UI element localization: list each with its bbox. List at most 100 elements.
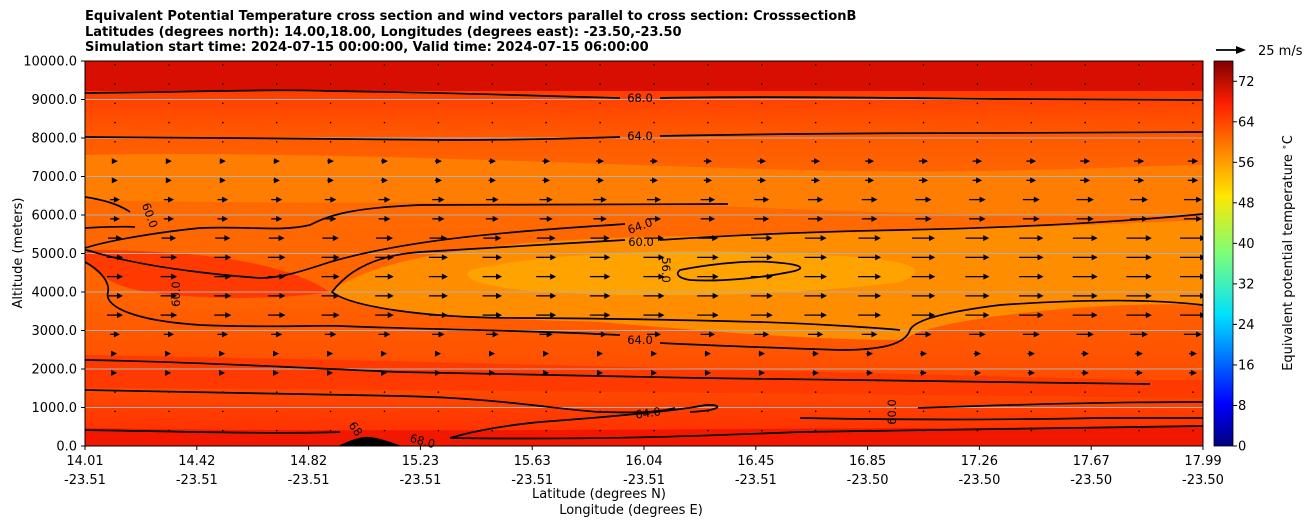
- wind-vector-head: [441, 273, 448, 280]
- wind-vector-head: [384, 215, 391, 222]
- wind-vector: [545, 102, 547, 105]
- wind-vector-head: [1091, 312, 1098, 319]
- wind-vector-head: [327, 177, 334, 184]
- wind-vector: [868, 141, 871, 143]
- title-line-1: Equivalent Potential Temperature cross s…: [85, 9, 857, 24]
- wind-vector: [976, 410, 979, 413]
- wind-vector-head: [658, 254, 665, 261]
- wind-vector-head: [866, 350, 873, 357]
- wind-vector: [814, 391, 817, 393]
- wind-vector: [329, 83, 332, 85]
- title-line-2: Latitudes (degrees north): 14.00,18.00, …: [85, 24, 682, 40]
- wind-vector: [1192, 141, 1194, 143]
- wind-vector-head: [763, 215, 770, 222]
- wind-vector-head: [871, 215, 878, 222]
- wind-vector: [868, 121, 871, 124]
- wind-vector-head: [597, 369, 604, 376]
- wind-vector-head: [550, 292, 557, 299]
- wind-vector: [491, 391, 494, 393]
- contour-label-64-top: 64.0: [627, 129, 653, 143]
- wind-vector: [761, 410, 763, 413]
- wind-vector: [545, 141, 547, 143]
- y-tick-label: 1000.0: [32, 401, 78, 416]
- wind-vector-head: [976, 158, 983, 165]
- wind-vector-head: [658, 273, 665, 280]
- wind-vector-head: [1082, 350, 1089, 357]
- wind-vector: [707, 391, 709, 393]
- contour-60-surface: [85, 404, 1203, 439]
- wind-vector-head: [871, 196, 878, 203]
- wind-vector-head: [875, 312, 882, 319]
- wind-vector-head: [496, 254, 503, 261]
- x-tick-label-lat: 16.04: [625, 454, 662, 469]
- wind-vector: [222, 410, 224, 413]
- contour-60-left-upper: [85, 196, 131, 213]
- wind-vector: [707, 102, 709, 105]
- wind-vector-head: [922, 177, 929, 184]
- wind-vector-head: [658, 292, 665, 299]
- wind-vector-head: [438, 196, 445, 203]
- wind-vector-head: [817, 331, 824, 338]
- contour-label-64-lower: 64.0: [634, 404, 661, 421]
- wind-vector-head: [165, 350, 172, 357]
- y-tick-label: 2000.0: [32, 363, 78, 378]
- wind-vector: [222, 102, 224, 105]
- wind-vector: [1192, 429, 1194, 432]
- wind-vector: [1030, 391, 1033, 393]
- wind-vector-head: [929, 312, 936, 319]
- wind-vector-head: [920, 350, 927, 357]
- wind-vector: [491, 429, 494, 432]
- wind-vector-head: [549, 235, 556, 242]
- x-tick-label-lon: -23.51: [176, 473, 218, 488]
- wind-vector-head: [492, 196, 499, 203]
- wind-vector-head: [225, 292, 232, 299]
- wind-vector: [814, 121, 817, 124]
- wind-vector: [976, 102, 979, 105]
- wind-vector: [653, 141, 655, 143]
- contour-68-surface: [449, 425, 1203, 440]
- wind-vector: [437, 64, 440, 66]
- wind-vector: [868, 391, 871, 393]
- y-tick-label: 7000.0: [32, 170, 78, 185]
- wind-vector-head: [117, 312, 123, 319]
- wind-vector-head: [820, 235, 827, 242]
- wind-vector: [868, 410, 871, 413]
- wind-vector: [383, 429, 386, 432]
- wind-vector: [922, 141, 925, 143]
- wind-vector-head: [279, 254, 286, 261]
- wind-vector-head: [1141, 196, 1148, 203]
- wind-vector-head: [979, 196, 986, 203]
- wind-vector-head: [868, 158, 875, 165]
- wind-vector-head: [929, 292, 936, 299]
- contour-68-upper: [85, 89, 1203, 101]
- wind-vector-head: [760, 158, 767, 165]
- wind-vector: [976, 391, 979, 393]
- wind-vector-head: [766, 254, 773, 261]
- x-tick-label-lat: 14.42: [178, 454, 215, 469]
- wind-vector: [1138, 429, 1140, 432]
- x-axis-label-2: Longitude (degrees E): [559, 503, 703, 518]
- wind-vector-head: [111, 369, 118, 376]
- wind-vector: [653, 121, 655, 124]
- wind-vector-head: [113, 196, 120, 203]
- wind-vector-head: [381, 177, 388, 184]
- wind-vector: [114, 410, 116, 413]
- colorbar-tick-label: 56: [1238, 156, 1255, 171]
- wind-vector-head: [763, 196, 770, 203]
- wind-vector-head: [604, 273, 611, 280]
- wind-vector-head: [219, 350, 226, 357]
- wind-vector-head: [875, 292, 882, 299]
- wind-vector: [868, 102, 871, 105]
- wind-vector-head: [327, 350, 334, 357]
- contour-label-64-low: 64.0: [627, 333, 653, 347]
- wind-vector-head: [1087, 196, 1094, 203]
- wind-vector-head: [332, 235, 339, 242]
- wind-vector-head: [875, 273, 882, 280]
- wind-vector-head: [651, 369, 657, 376]
- wind-vector: [976, 64, 979, 66]
- wind-vector: [976, 121, 979, 124]
- wind-vector: [329, 102, 332, 105]
- wind-vector-head: [1136, 350, 1143, 357]
- wind-vector-head: [278, 235, 285, 242]
- wind-vector: [437, 141, 440, 143]
